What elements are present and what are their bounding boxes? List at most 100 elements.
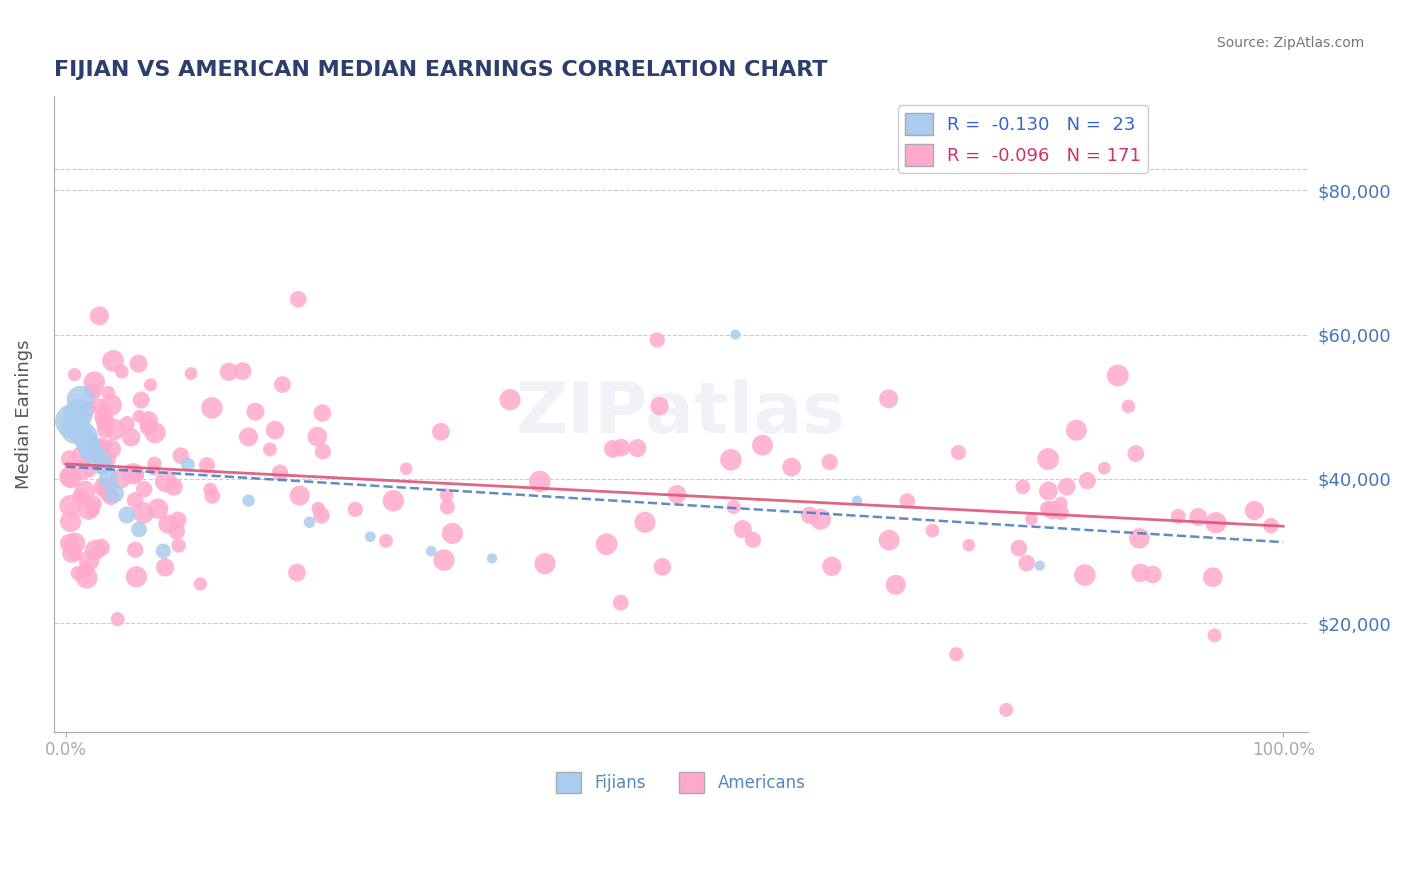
Point	[311, 406, 333, 420]
Text: FIJIAN VS AMERICAN MEDIAN EARNINGS CORRELATION CHART: FIJIAN VS AMERICAN MEDIAN EARNINGS CORRE…	[53, 60, 827, 79]
Point	[921, 524, 943, 538]
Point	[77, 502, 100, 516]
Point	[142, 462, 165, 476]
Point	[957, 538, 980, 552]
Point	[1015, 556, 1038, 570]
Point	[136, 420, 159, 434]
Point	[259, 442, 281, 457]
Point	[156, 517, 179, 532]
Point	[1050, 496, 1073, 510]
Point	[742, 533, 765, 547]
Point	[143, 457, 166, 471]
Point	[1107, 368, 1129, 383]
Point	[481, 551, 503, 566]
Point	[124, 542, 146, 557]
Point	[125, 570, 148, 584]
Point	[73, 428, 96, 442]
Point	[1128, 532, 1150, 546]
Point	[948, 445, 970, 459]
Point	[238, 493, 260, 508]
Point	[1038, 452, 1060, 467]
Point	[93, 423, 115, 437]
Text: ZIPatlas: ZIPatlas	[516, 379, 846, 449]
Point	[312, 444, 335, 458]
Point	[1074, 568, 1097, 582]
Point	[610, 441, 633, 455]
Point	[499, 392, 522, 407]
Point	[59, 499, 82, 513]
Point	[103, 422, 125, 436]
Point	[602, 442, 624, 456]
Point	[177, 458, 200, 472]
Text: Source: ZipAtlas.com: Source: ZipAtlas.com	[1216, 36, 1364, 50]
Point	[104, 486, 127, 500]
Point	[780, 460, 803, 475]
Point	[751, 438, 773, 452]
Point	[122, 467, 145, 481]
Point	[884, 578, 907, 592]
Point	[1167, 509, 1189, 524]
Point	[59, 536, 82, 550]
Point	[146, 501, 169, 516]
Point	[93, 409, 115, 424]
Point	[138, 414, 160, 428]
Point	[91, 458, 114, 473]
Point	[83, 497, 105, 511]
Point	[595, 537, 617, 551]
Point	[128, 523, 150, 537]
Point	[124, 493, 146, 508]
Point	[1260, 518, 1282, 533]
Point	[1021, 512, 1043, 526]
Point	[1056, 480, 1078, 494]
Point	[232, 364, 254, 378]
Point	[198, 483, 221, 497]
Point	[60, 546, 83, 560]
Point	[1129, 566, 1152, 580]
Point	[139, 377, 162, 392]
Point	[724, 327, 747, 342]
Point	[723, 500, 745, 514]
Point	[59, 452, 82, 467]
Point	[1202, 570, 1225, 584]
Point	[59, 515, 82, 529]
Point	[89, 443, 111, 458]
Point	[59, 471, 82, 485]
Point	[82, 502, 104, 516]
Point	[65, 421, 87, 435]
Point	[1204, 628, 1226, 642]
Point	[436, 488, 458, 502]
Point	[75, 562, 97, 576]
Point	[70, 450, 93, 464]
Point	[132, 506, 155, 520]
Point	[111, 365, 134, 379]
Point	[877, 533, 900, 548]
Point	[129, 392, 152, 407]
Point	[100, 490, 122, 504]
Point	[69, 490, 91, 504]
Point	[86, 450, 108, 465]
Point	[1036, 501, 1059, 516]
Point	[201, 401, 224, 415]
Point	[96, 453, 118, 467]
Point	[1125, 446, 1147, 460]
Point	[645, 333, 668, 347]
Point	[1029, 558, 1052, 573]
Point	[87, 442, 110, 457]
Point	[120, 430, 142, 444]
Point	[1008, 541, 1031, 556]
Point	[90, 541, 112, 555]
Point	[648, 399, 671, 413]
Point	[63, 547, 86, 561]
Point	[152, 544, 174, 558]
Point	[1076, 474, 1098, 488]
Point	[69, 405, 91, 419]
Point	[269, 466, 291, 480]
Point	[115, 417, 138, 431]
Point	[143, 425, 166, 440]
Point	[76, 571, 98, 585]
Point	[195, 458, 218, 473]
Point	[433, 553, 456, 567]
Point	[245, 405, 267, 419]
Point	[134, 482, 156, 496]
Point	[651, 559, 673, 574]
